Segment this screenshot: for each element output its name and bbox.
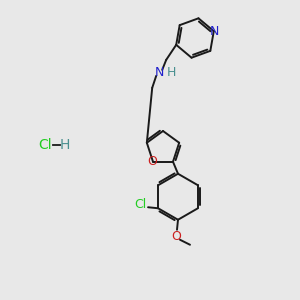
Text: O: O [147,155,157,168]
Text: N: N [154,66,164,79]
Text: H: H [60,138,70,152]
Text: Cl: Cl [38,138,52,152]
Text: Cl: Cl [134,198,146,211]
Text: O: O [171,230,181,243]
Text: N: N [210,25,220,38]
Text: H: H [167,66,176,79]
